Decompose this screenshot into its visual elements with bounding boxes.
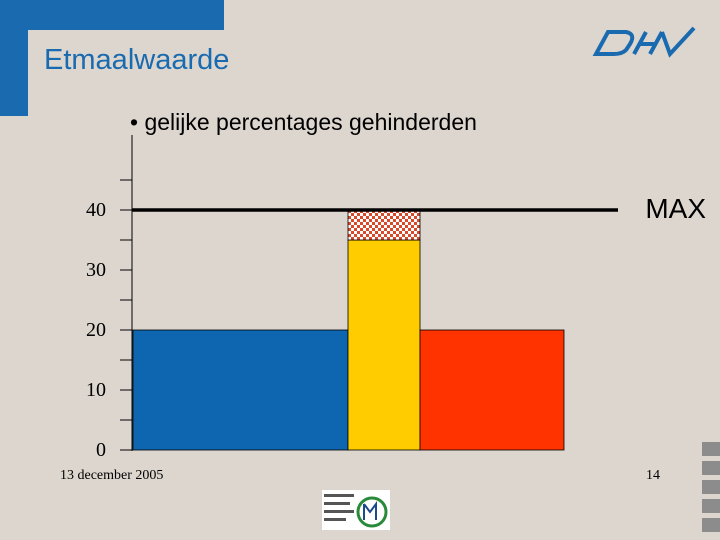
- y-tick-label: 10: [86, 379, 106, 401]
- corner-square: [702, 499, 720, 513]
- corner-square: [702, 461, 720, 475]
- y-tick-label: 30: [86, 259, 106, 281]
- dhv-logo-icon: [592, 26, 696, 58]
- corner-squares: [702, 442, 720, 537]
- y-tick-label: 40: [86, 199, 106, 221]
- bar: [347, 239, 421, 451]
- overflow-segment: [347, 209, 421, 241]
- bar: [419, 329, 565, 451]
- corner-square: [702, 442, 720, 456]
- bar: [132, 329, 349, 451]
- max-reference-label: MAX: [645, 193, 706, 224]
- corner-square: [702, 480, 720, 494]
- y-tick-label: 20: [86, 319, 106, 341]
- msg-logo-icon: [322, 490, 390, 530]
- corner-bar-vertical: [0, 0, 28, 116]
- corner-bar-horizontal: [28, 0, 224, 30]
- slide-title: Etmaalwaarde: [44, 44, 230, 76]
- page-number: 14: [646, 468, 660, 483]
- bullet-point: • gelijke percentages gehinderden: [130, 109, 477, 135]
- corner-square: [702, 518, 720, 532]
- footer-date: 13 december 2005: [60, 468, 164, 483]
- y-tick-label: 0: [96, 439, 106, 461]
